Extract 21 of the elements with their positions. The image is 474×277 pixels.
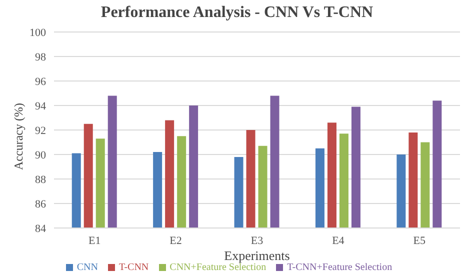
x-tick-label: E5 [413,234,426,247]
y-tick-label: 98 [35,51,46,64]
y-tick-label: 100 [30,26,46,39]
y-tick-label: 84 [35,222,46,235]
legend-label: CNN+Feature Selection [170,262,266,273]
chart-title: Performance Analysis - CNN Vs T-CNN [100,4,374,22]
x-tick-label: E3 [250,234,264,247]
y-tick-label: 90 [35,149,46,162]
x-axis-title: Experiments [224,248,290,263]
y-tick-label: 94 [35,100,46,112]
y-tick-label: 96 [35,76,46,88]
y-tick-label: 92 [35,124,46,137]
y-axis-title: Accuracy (%) [11,103,26,170]
y-tick-label: 88 [35,174,46,186]
y-tick-label: 86 [35,198,46,210]
x-tick-label: E1 [88,234,101,247]
x-tick-label: E2 [170,234,182,247]
legend-label: CNN [76,262,98,273]
x-tick-label: E4 [332,234,345,247]
legend-label: T-CNN [119,262,149,273]
legend-label: T-CNN+Feature Selection [287,262,392,273]
